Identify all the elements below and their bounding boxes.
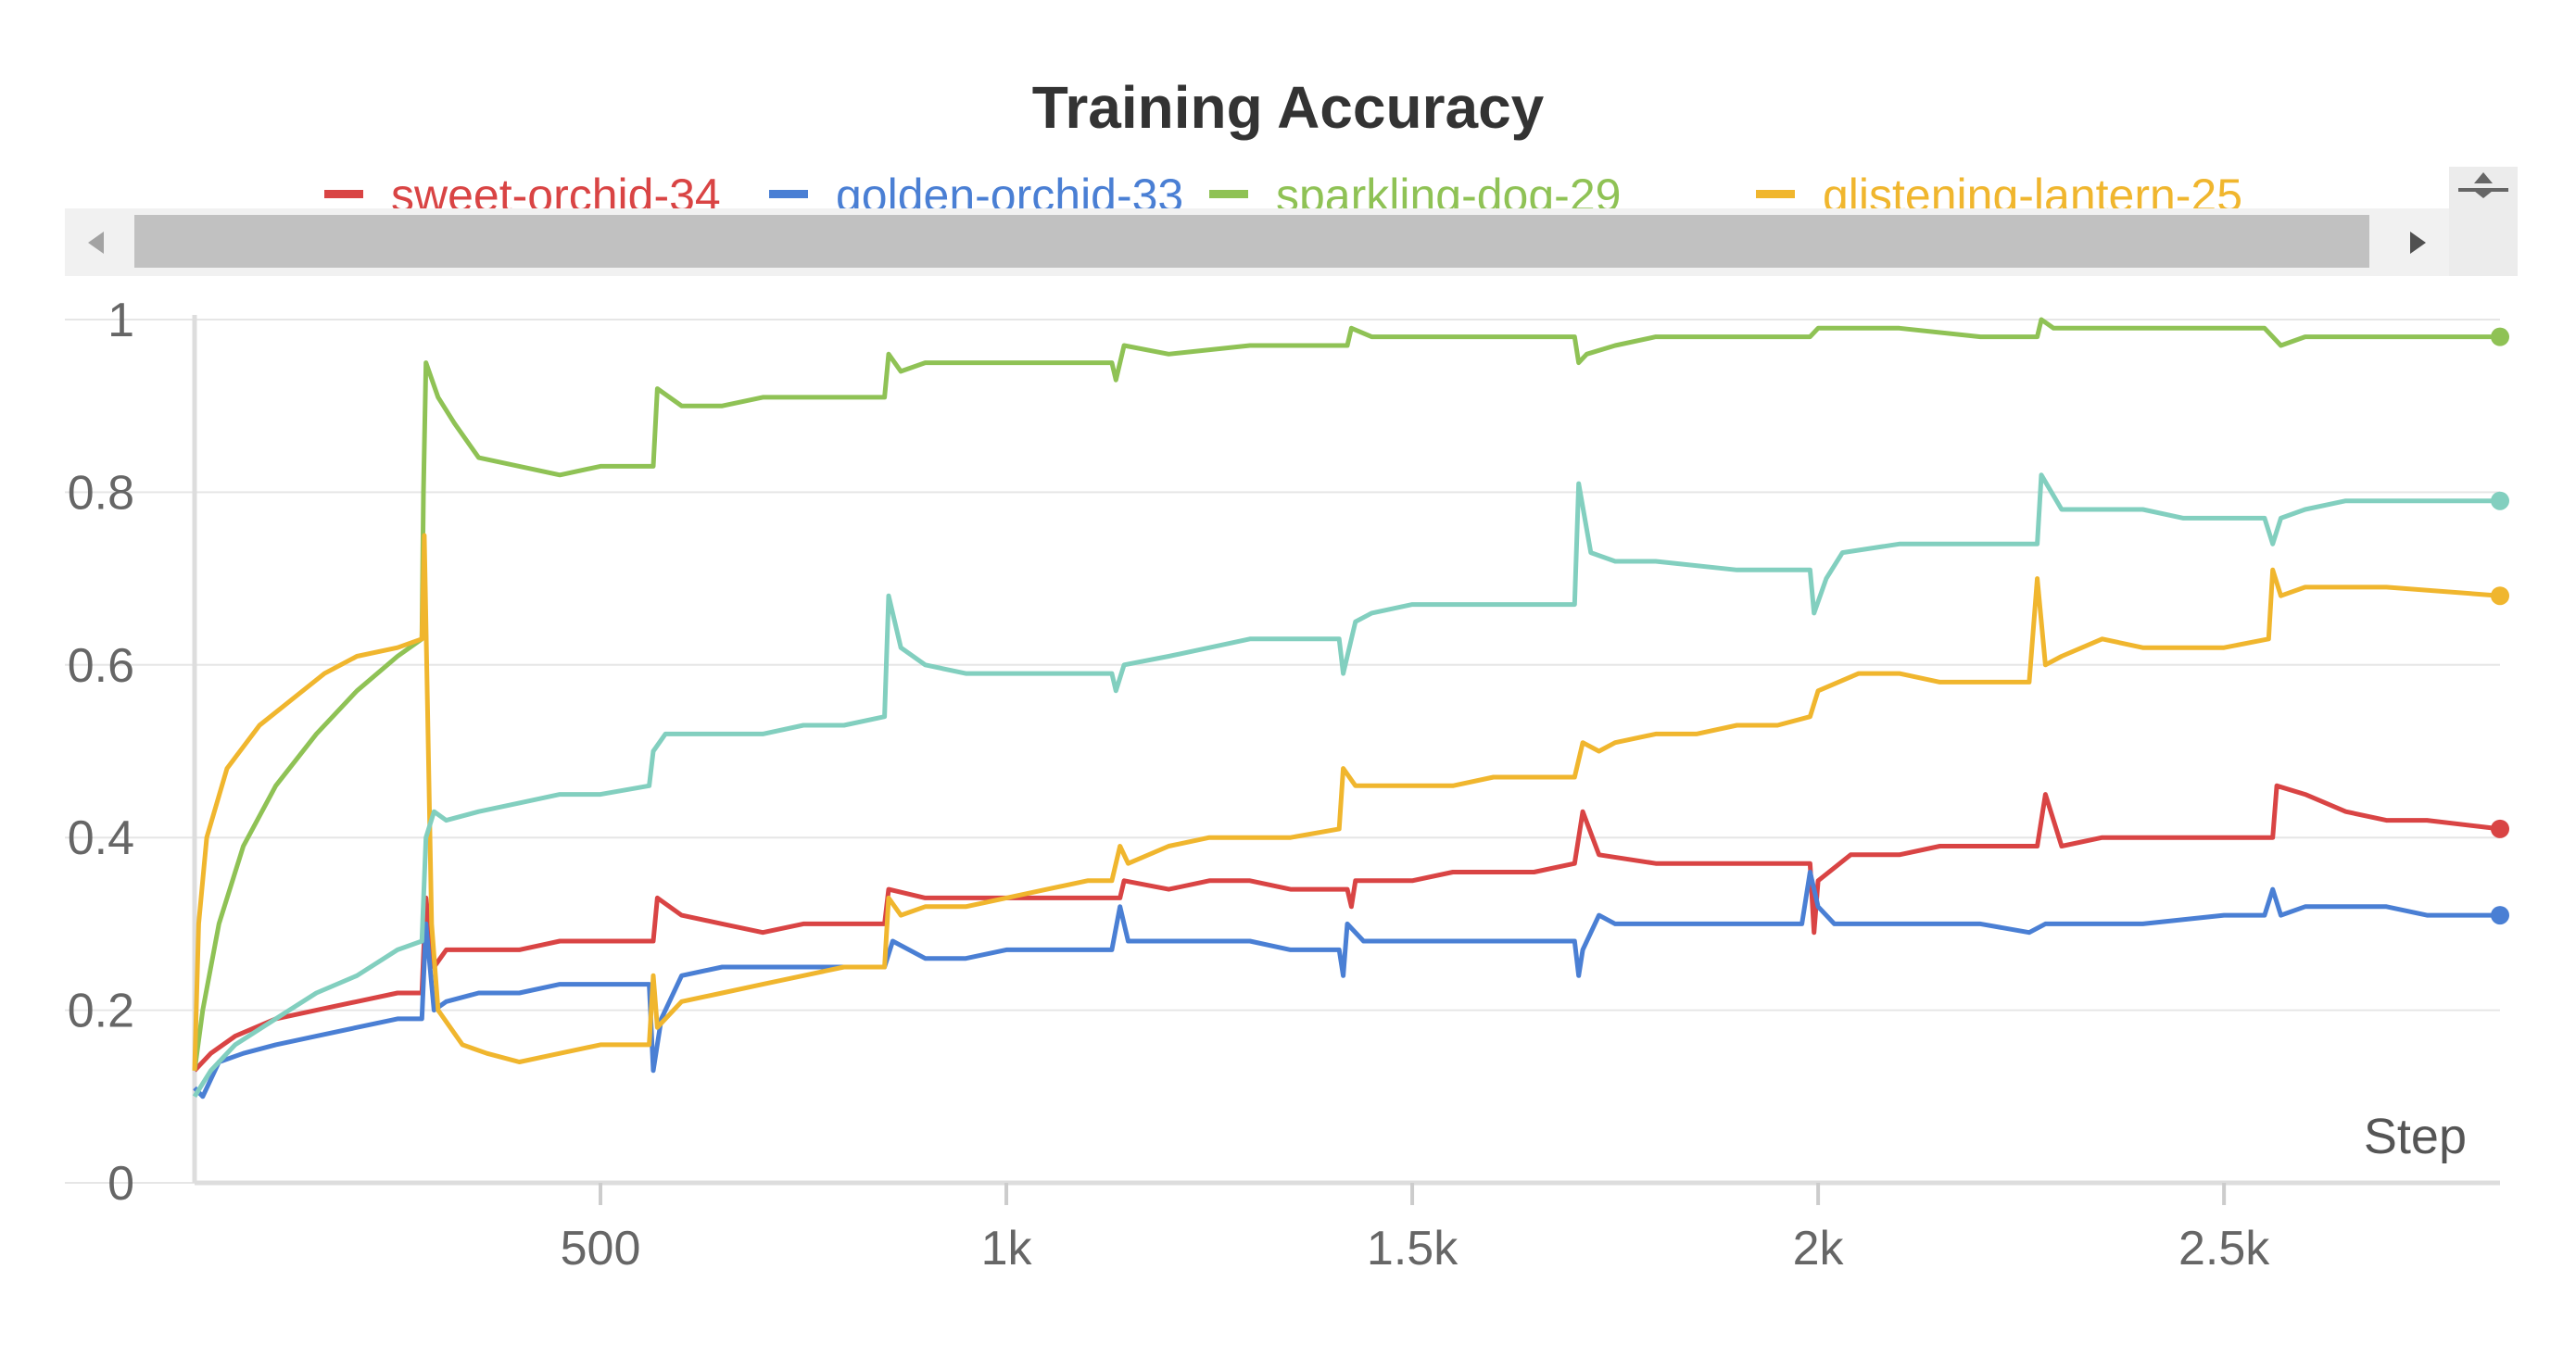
series-end-point <box>2491 327 2509 346</box>
series-line-sparkling-dog-29 <box>192 317 2500 1072</box>
x-axis-label: Step <box>2364 1109 2467 1164</box>
scroll-left-arrow-icon[interactable] <box>88 232 104 254</box>
x-tick-label: 2k <box>1793 1222 1845 1275</box>
series-end-point <box>2491 819 2509 838</box>
legend-expand-icon[interactable] <box>2458 172 2508 198</box>
series-end-point <box>2491 586 2509 606</box>
series-line-sweet-orchid-34 <box>193 783 2501 1073</box>
series-line-golden-orchid-33 <box>193 870 2500 1099</box>
series-line-glistening-lantern-25 <box>192 533 2501 1071</box>
y-tick-label: 0.6 <box>68 639 134 693</box>
series-layer <box>192 317 2509 1099</box>
y-tick-label: 0.4 <box>68 811 134 865</box>
x-tick-label: 2.5k <box>2178 1222 2270 1275</box>
x-tick-label: 1k <box>981 1222 1033 1275</box>
series-end-point <box>2491 906 2509 925</box>
legend-scrollbar[interactable] <box>65 167 2518 276</box>
y-tick-label: 1 <box>107 294 134 347</box>
series-end-point <box>2491 491 2509 510</box>
y-tick-label: 0.2 <box>68 985 134 1038</box>
scrollbar-thumb[interactable] <box>134 215 2369 268</box>
y-tick-label: 0 <box>107 1157 134 1211</box>
legend-swatch <box>1209 190 1248 198</box>
x-tick-label: 500 <box>561 1222 641 1275</box>
y-tick-label: 0.8 <box>68 466 134 520</box>
legend-swatch <box>1756 190 1795 198</box>
series-line-series-5 <box>192 472 2500 1099</box>
x-tick-label: 1.5k <box>1367 1222 1458 1275</box>
chart-title: Training Accuracy <box>1032 74 1545 141</box>
legend-swatch <box>324 190 363 198</box>
scroll-right-arrow-icon[interactable] <box>2410 232 2426 254</box>
legend-swatch <box>769 190 808 198</box>
